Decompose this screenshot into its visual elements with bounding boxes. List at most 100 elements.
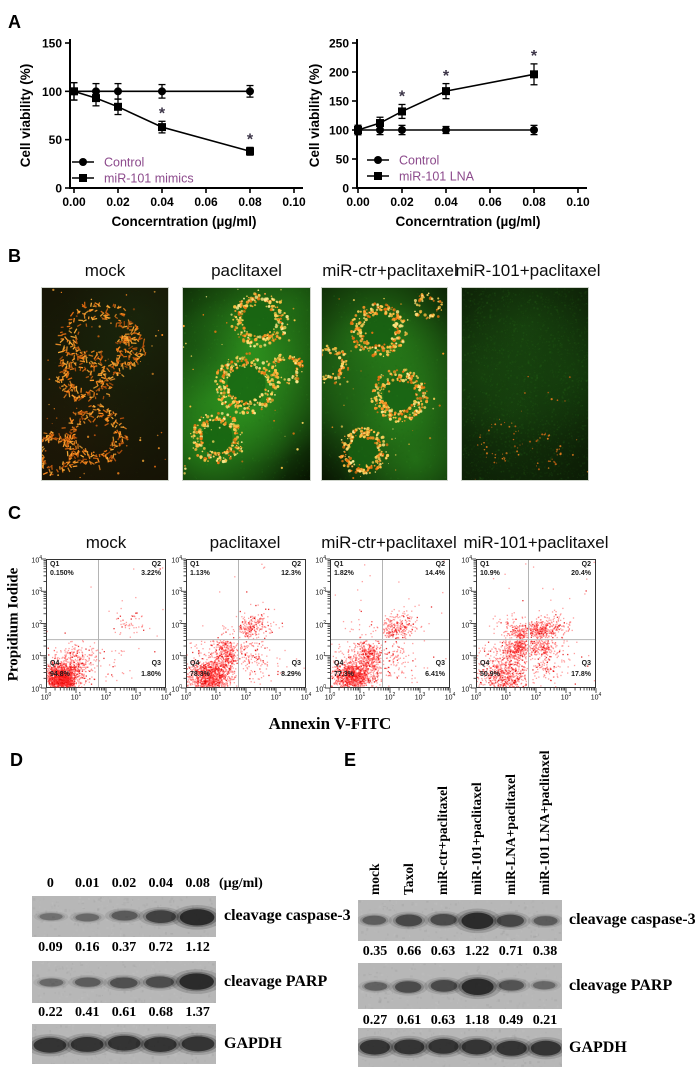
fluorescence-image-frame [461,287,589,481]
flow-plot-miR-101+paclitaxel: 100 100 101 101 102 102 103 103 104 104 Q1 10.9% Q2 2… [461,555,601,701]
quadrant-pct-q3: 6.41% [425,671,445,678]
densitometry-value: 1.12 [185,940,210,955]
fluorescence-image-paclitaxel [183,288,310,480]
concentration-unit-label: (µg/ml) [219,876,263,891]
lane-label-rotated: miR-ctr+paclitaxel [435,786,450,895]
flow-y-tick-label: 102 [31,619,42,629]
quadrant-label-q1: Q1 [480,561,490,568]
svg-text:*: * [159,105,166,122]
flow-y-tick-label: 100 [171,684,182,694]
flow-y-tick-label: 102 [461,619,472,629]
quadrant-pct-q3: 8.29% [281,671,301,678]
lane-label-rotated: Taxol [401,863,416,895]
lane-label-rotated: miR-LNA+paclitaxel [503,774,518,895]
densitometry-value: 0.41 [74,1005,100,1020]
quadrant-label-q3: Q3 [435,660,445,667]
panel-a-label: A [8,12,21,32]
quadrant-pct-q1: 1.82% [334,570,354,577]
flow-y-tick-label: 100 [31,684,42,694]
quadrant-pct-q4: 78.3% [190,671,210,678]
lane-concentration-label: 0.08 [185,876,210,891]
flow-y-tick-label: 104 [315,555,326,565]
svg-text:0.06: 0.06 [478,195,502,209]
svg-text:Control: Control [104,156,144,170]
densitometry-value: 0.61 [111,1005,137,1020]
quadrant-pct-q4: 77.3% [334,671,354,678]
lane-concentration-label: 0.02 [111,876,137,891]
svg-text:100: 100 [329,124,349,138]
panel-b-label: B [8,246,21,266]
svg-text:*: * [399,89,406,106]
quadrant-pct-q3: 17.8% [571,671,591,678]
svg-text:0.02: 0.02 [106,195,130,209]
quadrant-pct-q3: 1.80% [141,671,161,678]
flow-x-tick-label: 100 [180,692,192,702]
blot-caspase3-d [32,896,216,937]
quadrant-label-q2: Q2 [151,561,161,568]
flow-plot-canvas [176,555,310,698]
lane-label-rotated: miR-101 LNA+paclitaxel [537,750,552,895]
quadrant-pct-q2: 20.4% [571,570,591,577]
flow-x-tick-label: 104 [300,692,312,702]
flow-plot-canvas [320,555,454,698]
flow-y-tick-label: 101 [461,651,472,662]
image-label-mir101: miR-101+paclitaxel [455,261,601,280]
panel-e-label: E [344,750,357,770]
densitometry-value: 0.71 [498,944,524,959]
densitometry-value: 0.27 [362,1013,388,1028]
lane-concentration-label: 0.04 [148,876,174,891]
densitometry-value: 1.37 [185,1005,210,1020]
svg-text:0.08: 0.08 [238,195,262,209]
svg-text:150: 150 [329,95,349,109]
flow-plot-canvas [36,555,170,698]
svg-text:*: * [247,131,254,148]
image-label-mock: mock [84,261,126,280]
flow-y-tick-label: 100 [461,684,472,694]
flow-label-mir101: miR-101+paclitaxel [463,533,609,552]
svg-text:Concerntration (µg/ml): Concerntration (µg/ml) [395,214,540,229]
quadrant-pct-q2: 3.22% [141,570,161,577]
lane-label-rotated: mock [367,863,382,896]
svg-text:0.04: 0.04 [150,195,174,209]
flow-x-tick-label: 102 [240,692,252,702]
quadrant-label-q2: Q2 [435,561,445,568]
svg-text:0.02: 0.02 [390,195,414,209]
flow-x-tick-label: 100 [324,692,336,702]
flow-plot-paclitaxel: 100 100 101 101 102 102 103 103 104 104 Q1 1.13% Q2 1… [171,555,311,701]
quadrant-label-q4: Q4 [190,660,200,667]
panel-c-label: C [8,503,21,523]
densitometry-value: 0.68 [148,1005,174,1020]
svg-text:0.06: 0.06 [194,195,218,209]
flow-y-tick-label: 104 [31,555,42,565]
flow-x-tick-label: 104 [590,692,602,702]
flow-y-tick-label: 103 [461,587,472,597]
protein-label-caspase3-d: cleavage caspase-3 [224,907,351,924]
fluorescence-image-frame [182,287,311,481]
densitometry-value: 0.61 [396,1013,422,1028]
quadrant-pct-q1: 0.150% [50,570,74,577]
svg-text:Cell viability (%): Cell viability (%) [307,64,322,168]
densitometry-value: 0.63 [430,944,456,959]
quadrant-pct-q4: 50.9% [480,671,500,678]
line-chart-svg: 0 50 100 150 0.00 0.02 0.04 0.06 0.08 0.10 Concern… [18,37,306,230]
protein-label-gapdh-e: GAPDH [569,1039,627,1056]
quadrant-pct-q4: 94.8% [50,671,70,678]
flow-y-tick-label: 103 [31,587,42,597]
flow-x-tick-label: 104 [444,692,456,702]
lane-concentration-label: 0.01 [74,876,100,891]
densitometry-value: 0.49 [498,1013,524,1028]
flow-label-mock: mock [85,533,127,552]
quadrant-label-q1: Q1 [334,561,344,568]
svg-text:0: 0 [342,182,349,196]
densitometry-value: 0.09 [38,940,63,955]
fluorescence-image-frame [41,287,169,481]
svg-text:*: * [443,68,450,85]
flow-x-tick-label: 101 [210,692,222,702]
flow-x-tick-label: 101 [500,692,512,702]
flow-x-tick-label: 104 [160,692,172,702]
blot-parp-d [32,961,216,1003]
densitometry-value: 0.22 [38,1005,63,1020]
flow-x-tick-label: 100 [470,692,482,702]
image-label-mirctr: miR-ctr+paclitaxel [322,261,458,280]
